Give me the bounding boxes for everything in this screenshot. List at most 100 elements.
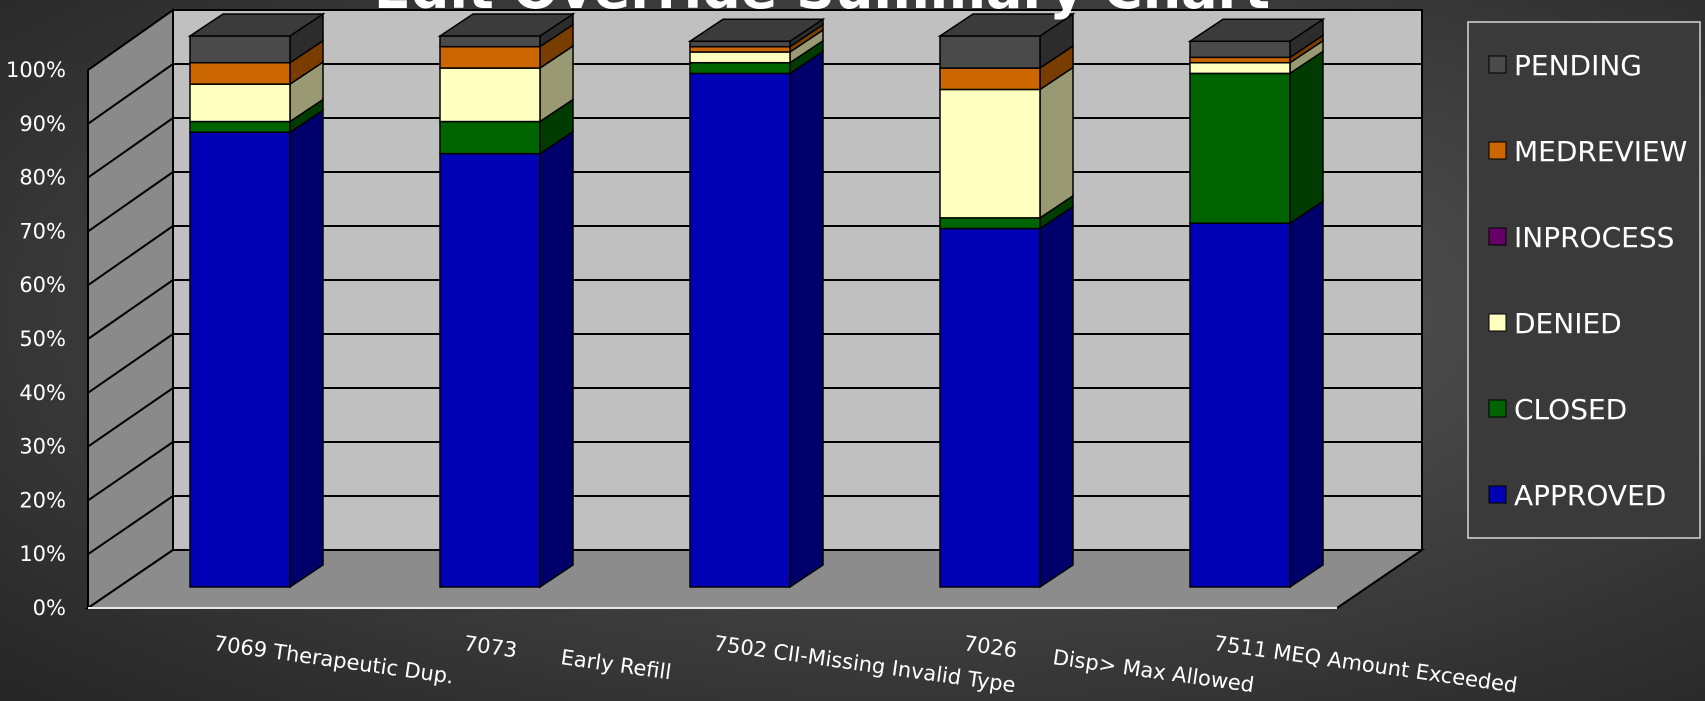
bar-top — [187, 13, 326, 37]
legend-swatch — [1488, 227, 1507, 246]
gridline-side — [87, 63, 174, 125]
bar-segment-denied — [939, 66, 1074, 220]
bar-segment-approved — [939, 205, 1074, 589]
legend: PENDING MEDREVIEW INPROCESS DENIED CLOSED APP… — [1467, 21, 1701, 539]
legend-label: CLOSED — [1514, 393, 1627, 426]
bar-top — [937, 13, 1076, 37]
bar-segment-pending — [1189, 17, 1324, 59]
bar-side — [1289, 49, 1324, 225]
bar-side — [1039, 66, 1074, 220]
legend-label: INPROCESS — [1514, 221, 1674, 254]
bar-stack — [187, 12, 326, 589]
bar-front — [689, 72, 791, 588]
bar-front — [439, 45, 541, 69]
y-tick-label: 90% — [19, 112, 66, 136]
bar-front — [439, 120, 541, 155]
bar-front — [189, 120, 291, 134]
y-tick-label: 60% — [19, 273, 66, 297]
bar-front — [939, 88, 1041, 219]
bar-front — [689, 45, 791, 53]
bar-front — [939, 67, 1041, 91]
bar-front — [189, 35, 291, 64]
gridline-side — [87, 279, 174, 340]
bar-front — [189, 83, 291, 123]
gridline-side — [87, 171, 174, 233]
bar-front — [1189, 61, 1291, 75]
bar-segment-approved — [189, 108, 324, 589]
bar-front — [1189, 56, 1291, 64]
gridline-side — [87, 117, 174, 179]
bar-side — [1039, 205, 1074, 589]
legend-swatch — [1488, 55, 1507, 74]
legend-label: DENIED — [1514, 307, 1622, 340]
y-tick-label: 30% — [19, 435, 66, 459]
bar-front — [1189, 72, 1291, 224]
bar-segment-approved — [439, 130, 574, 589]
bar-front — [1189, 40, 1291, 59]
gridline-side — [87, 387, 174, 448]
legend-swatch — [1488, 399, 1507, 418]
legend-item-approved: APPROVED — [1488, 479, 1666, 512]
bar-segment-denied — [439, 44, 574, 123]
y-tick-label: 50% — [19, 327, 66, 351]
bar-front — [689, 40, 791, 48]
legend-label: PENDING — [1514, 49, 1642, 82]
bar-stack — [1187, 17, 1326, 589]
bar-front — [939, 217, 1041, 230]
y-tick-label: 0% — [33, 596, 66, 620]
bar-stack — [437, 12, 576, 589]
bar-segment-closed — [1189, 49, 1324, 225]
x-axis-categories: 7069 Therapeutic Dup. 7073 Early Refill 750… — [212, 631, 1519, 697]
y-tick-label: 100% — [6, 58, 66, 82]
bar-segment-approved — [1189, 199, 1324, 589]
y-tick-label: 20% — [19, 488, 66, 512]
gridline-side — [87, 495, 174, 556]
legend-item-inprocess: INPROCESS — [1488, 221, 1674, 254]
bar-front — [189, 61, 291, 85]
legend-item-denied: DENIED — [1488, 307, 1622, 340]
bar-side — [289, 108, 324, 589]
gridline-side — [87, 441, 174, 502]
bar-stack — [687, 17, 826, 589]
legend-swatch — [1488, 313, 1507, 332]
bar-front — [439, 67, 541, 123]
x-category-label: Early Refill — [559, 645, 672, 684]
legend-item-closed: CLOSED — [1488, 393, 1627, 426]
y-tick-label: 40% — [19, 381, 66, 405]
x-category-label: 7511 MEQ Amount Exceeded — [1212, 631, 1519, 697]
bar-front — [1189, 222, 1291, 588]
bar-side — [1289, 199, 1324, 589]
x-category-label: 7073 — [462, 631, 518, 662]
bar-segment-closed — [439, 98, 574, 156]
x-category-label: 7026 — [962, 631, 1018, 662]
y-tick-label: 80% — [19, 166, 66, 190]
bar-segment-pending — [189, 12, 324, 65]
bar-front — [939, 227, 1041, 588]
bar-stack — [937, 12, 1076, 589]
legend-box — [1467, 21, 1701, 539]
x-category-label: 7069 Therapeutic Dup. — [212, 631, 455, 688]
legend-swatch — [1488, 485, 1507, 504]
bar-side — [539, 130, 574, 589]
y-tick-label: 70% — [19, 219, 66, 243]
bar-front — [439, 35, 541, 48]
legend-label: MEDREVIEW — [1514, 135, 1687, 168]
gridline-side — [87, 225, 174, 287]
bar-front — [689, 61, 791, 75]
legend-item-medreview: MEDREVIEW — [1488, 135, 1687, 168]
legend-swatch — [1488, 141, 1507, 160]
gridline-side — [87, 333, 174, 394]
bar-front — [439, 152, 541, 588]
y-axis-ticks: 0% 10% 20% 30% 40% 50% 60% 70% 80% 90% 100% — [6, 58, 66, 620]
bar-segment-medreview — [439, 23, 574, 70]
legend-item-pending: PENDING — [1488, 49, 1642, 82]
bar-segment-approved — [689, 49, 824, 589]
bar-side — [789, 49, 824, 589]
y-tick-label: 10% — [19, 542, 66, 566]
bar-top — [437, 13, 576, 37]
legend-label: APPROVED — [1514, 479, 1666, 512]
bar-front — [189, 131, 291, 588]
bars — [187, 12, 1326, 589]
chart-title: Edit Override Summary Chart — [374, 0, 1270, 21]
